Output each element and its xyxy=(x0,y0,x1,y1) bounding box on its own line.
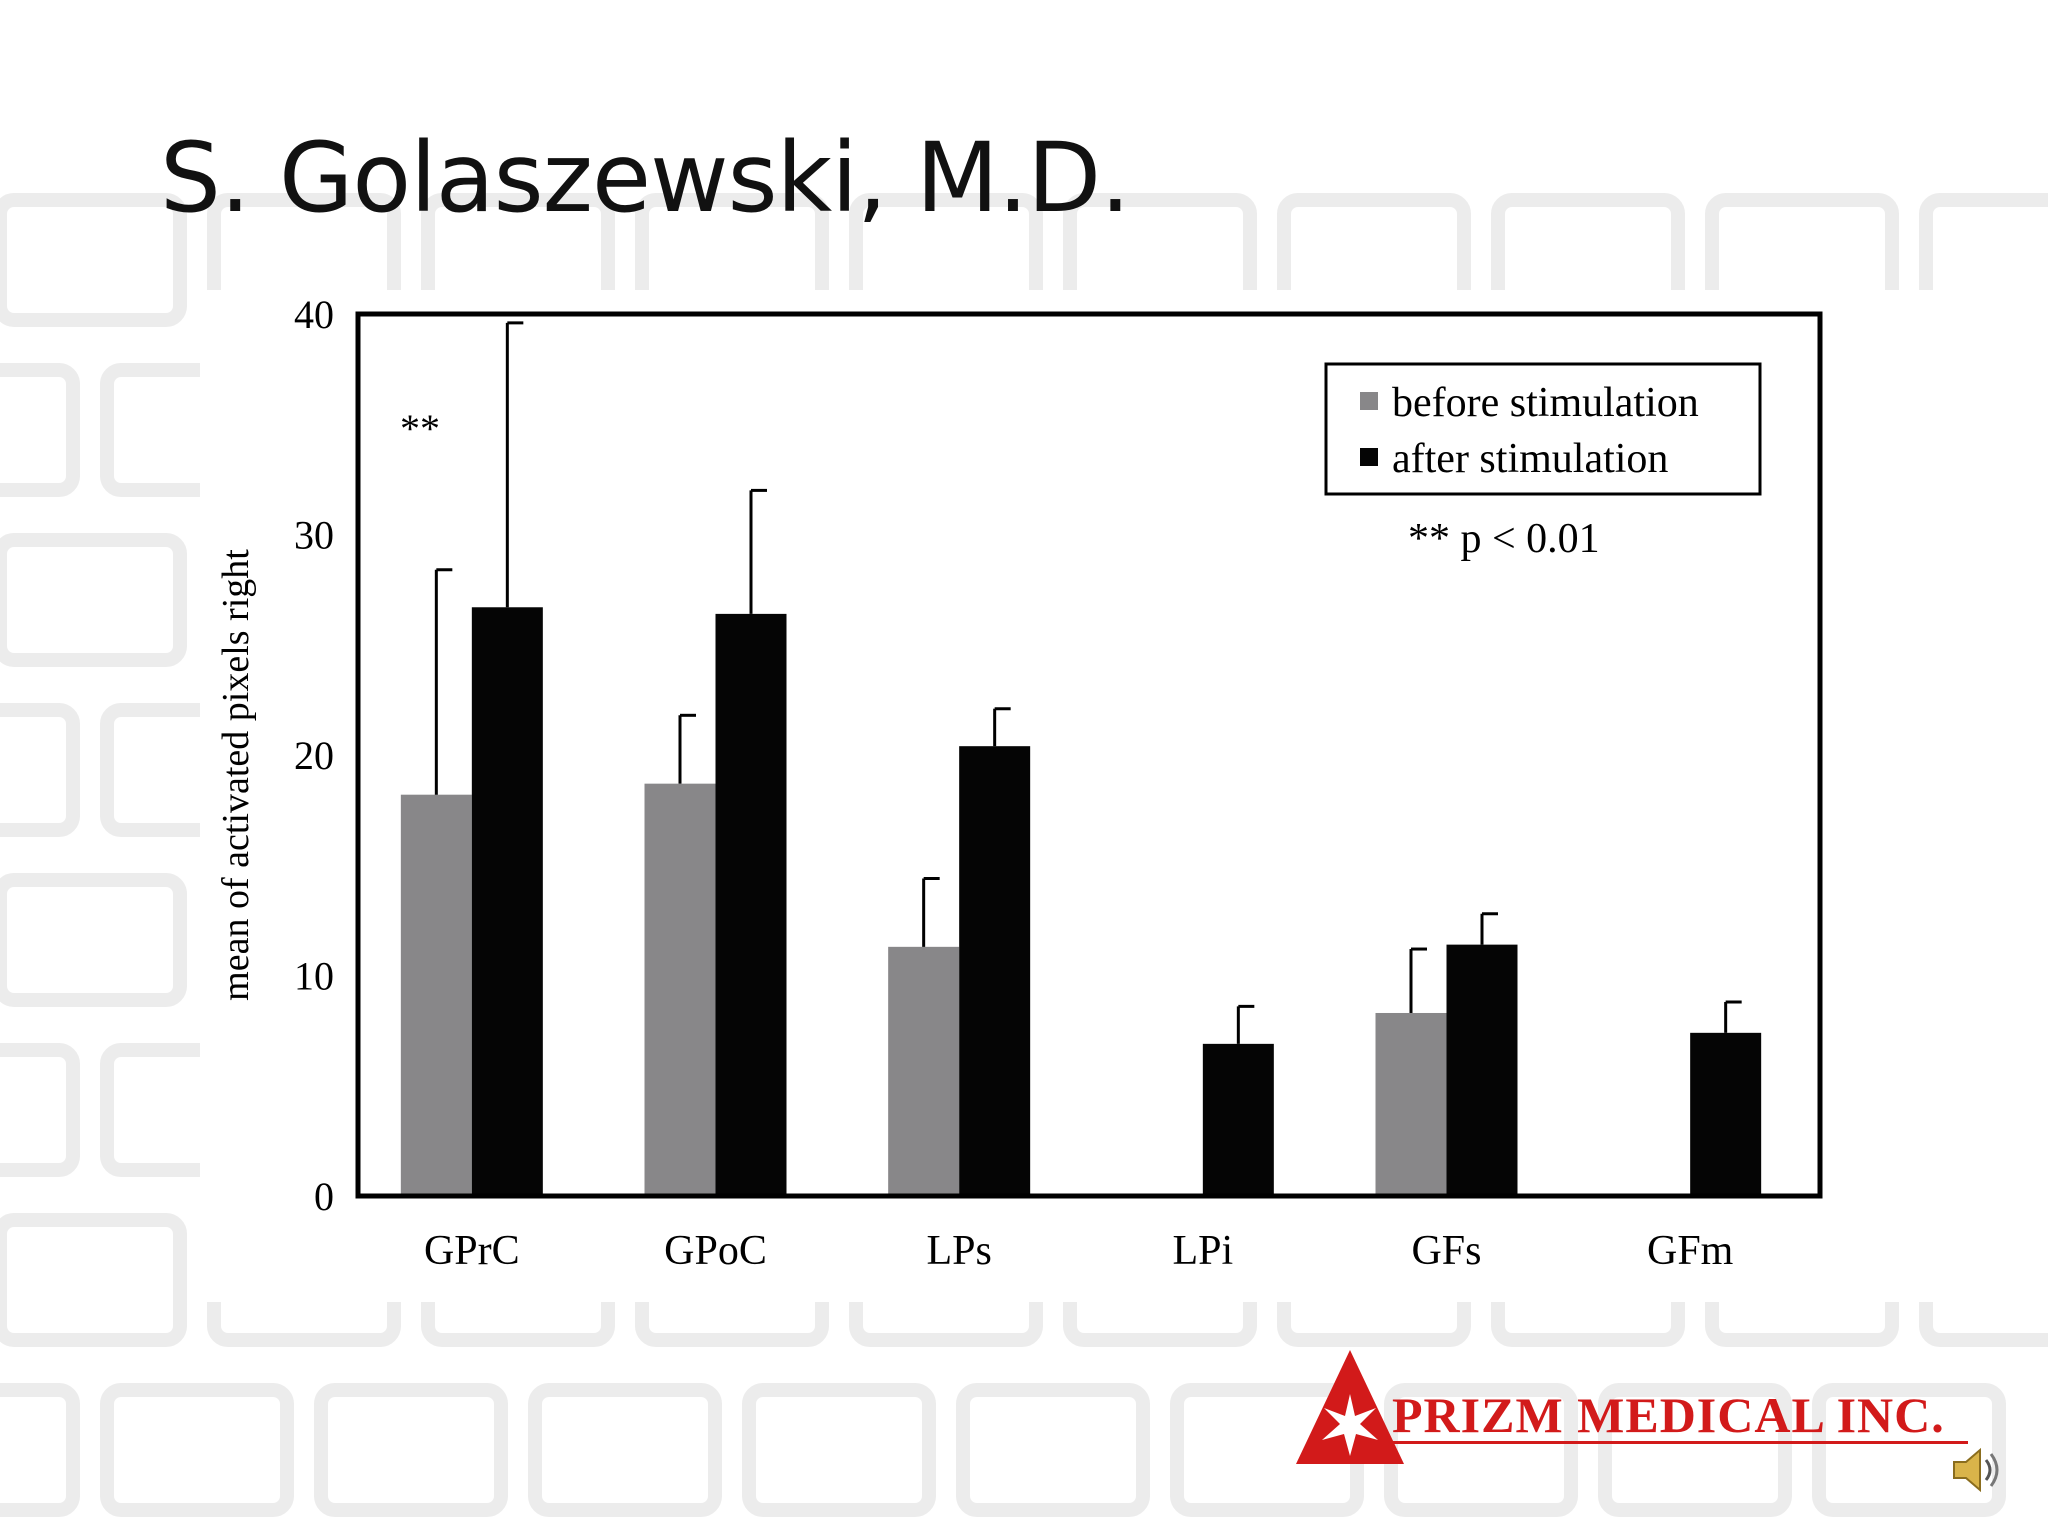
bar-LPi-after xyxy=(1202,1043,1274,1196)
speaker-icon xyxy=(1953,1447,1999,1493)
logo-starburst xyxy=(1322,1394,1378,1456)
x-tick-label: LPi xyxy=(1172,1228,1233,1274)
error-bar-LPs-before xyxy=(922,876,940,947)
background-tile xyxy=(314,1383,508,1517)
logo-underline xyxy=(1392,1441,1968,1444)
error-bars-layer xyxy=(434,321,1742,1044)
y-axis-ticks: 0 10 20 30 40 xyxy=(294,292,334,1219)
x-tick-label: GPrC xyxy=(424,1228,520,1274)
error-bar-LPs-after xyxy=(993,707,1011,747)
significance-note: ** p < 0.01 xyxy=(1408,516,1600,562)
bar-GPrC-after xyxy=(471,607,543,1196)
background-tile xyxy=(100,1383,294,1517)
slide-title: S. Golaszewski, M.D. xyxy=(160,122,1131,234)
error-bar-GFs-before xyxy=(1409,947,1427,1013)
legend: before stimulation after stimulation xyxy=(1324,362,1762,496)
error-bar-GPrC-before xyxy=(434,568,453,795)
x-tick-label: GFs xyxy=(1411,1228,1481,1274)
bar-GFs-after xyxy=(1446,944,1518,1196)
error-bar-GPrC-after xyxy=(505,321,524,608)
bar-GPoC-after xyxy=(715,613,787,1196)
bar-GPrC-before xyxy=(400,794,472,1196)
y-axis-label: mean of activated pixels right xyxy=(215,549,257,1001)
x-tick-label: GFm xyxy=(1647,1228,1734,1274)
background-tile xyxy=(0,193,187,327)
y-tick-label: 20 xyxy=(294,733,334,778)
prizm-logo-mark xyxy=(1296,1350,1404,1464)
background-tile xyxy=(0,1043,80,1177)
error-bar-GFs-after xyxy=(1480,912,1498,945)
chart-panel: 0 10 20 30 40 GPrC GPoC LPs LPi GFs GFm mean of a… xyxy=(200,290,2048,1302)
significance-marker: ** xyxy=(400,406,440,451)
error-bar-GFm-after xyxy=(1724,1000,1742,1033)
background-tile xyxy=(0,533,187,667)
background-tile xyxy=(0,1383,80,1517)
bar-LPs-before xyxy=(888,946,960,1196)
legend-label-before: before stimulation xyxy=(1392,380,1699,426)
error-bar-GPoC-before xyxy=(678,713,696,784)
plot-frame xyxy=(355,311,1823,1199)
bar-GPoC-before xyxy=(644,783,716,1196)
y-tick-label: 30 xyxy=(294,513,334,558)
background-tile xyxy=(0,363,80,497)
y-tick-label: 40 xyxy=(294,292,334,337)
x-tick-label: LPs xyxy=(926,1228,991,1274)
background-tile xyxy=(0,873,187,1007)
legend-swatch-before xyxy=(1360,392,1378,410)
background-tile xyxy=(742,1383,936,1517)
background-tile xyxy=(0,703,80,837)
background-tile xyxy=(1812,1383,2006,1517)
background-tile xyxy=(528,1383,722,1517)
background-tile xyxy=(0,1213,187,1347)
y-tick-label: 10 xyxy=(294,954,334,999)
error-bar-LPi-after xyxy=(1236,1004,1255,1044)
legend-box xyxy=(1324,362,1762,496)
logo-text: PRIZM MEDICAL INC. xyxy=(1392,1387,1945,1443)
bar-chart: 0 10 20 30 40 GPrC GPoC LPs LPi GFs GFm mean of a… xyxy=(215,292,1823,1274)
x-tick-label: GPoC xyxy=(664,1228,767,1274)
audio-button[interactable] xyxy=(1948,1440,2008,1500)
error-bar-GPoC-after xyxy=(749,488,767,614)
legend-label-after: after stimulation xyxy=(1392,436,1668,482)
y-tick-label: 0 xyxy=(314,1174,334,1219)
background-tile xyxy=(956,1383,1150,1517)
legend-swatch-after xyxy=(1360,448,1378,466)
background-tile xyxy=(1598,1383,1792,1517)
bars-layer xyxy=(400,607,1762,1196)
bar-GFs-before xyxy=(1375,1012,1447,1196)
bar-GFm-after xyxy=(1690,1032,1762,1196)
bar-LPs-after xyxy=(959,746,1031,1196)
x-axis-labels: GPrC GPoC LPs LPi GFs GFm xyxy=(424,1228,1734,1274)
